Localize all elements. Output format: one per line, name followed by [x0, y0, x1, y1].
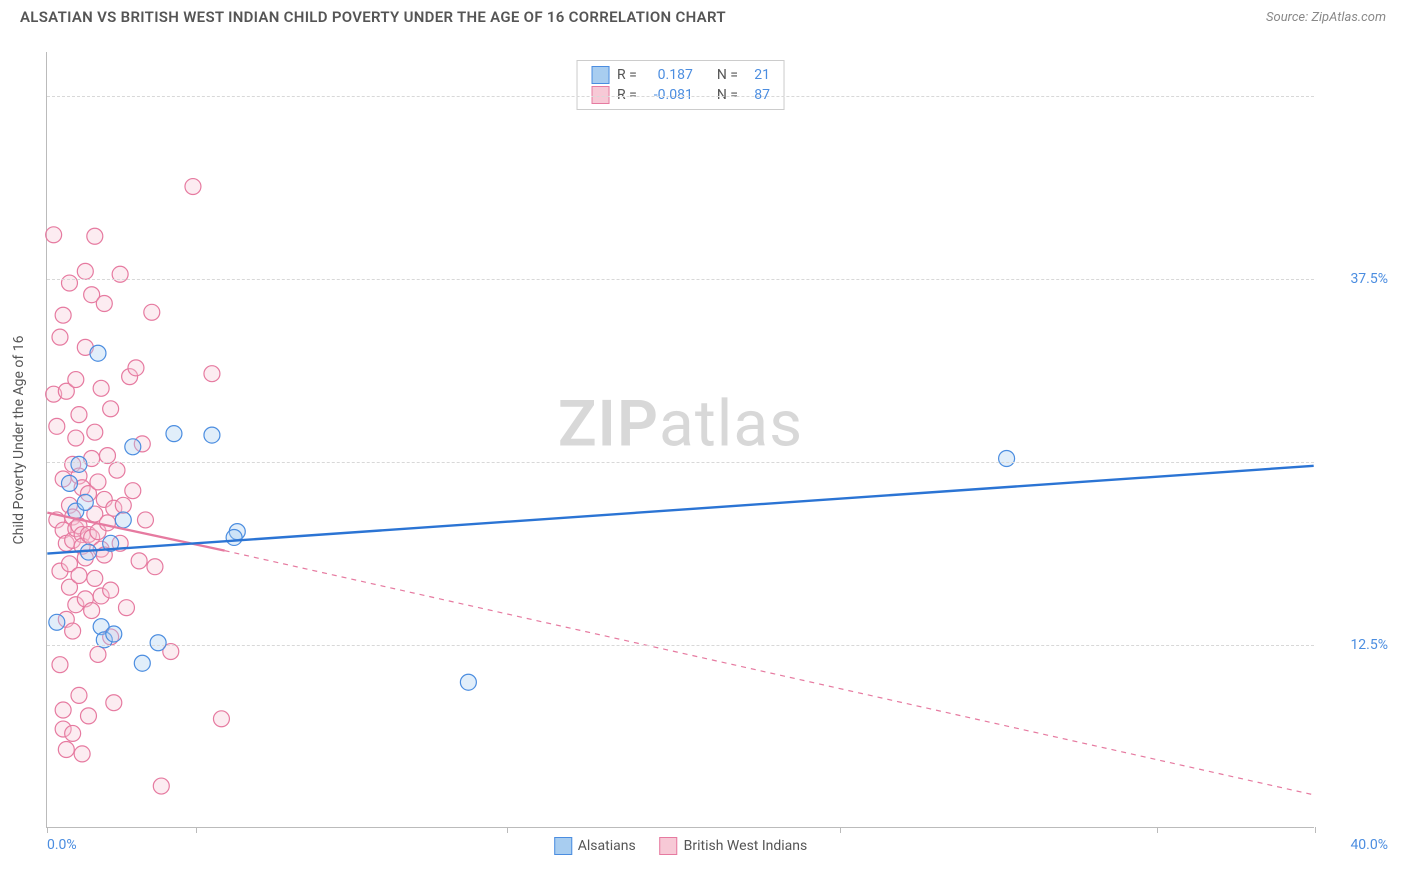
scatter-point [153, 778, 169, 794]
scatter-point [87, 570, 103, 586]
legend-item-bwi: British West Indians [660, 837, 808, 855]
series-legend: Alsatians British West Indians [554, 837, 808, 855]
scatter-point [71, 407, 87, 423]
chart-source: Source: ZipAtlas.com [1266, 10, 1386, 25]
x-tick [196, 827, 197, 833]
scatter-point [137, 512, 153, 528]
correlation-legend-row-alsatians: R = 0.187 N = 21 [577, 65, 784, 85]
gridline [47, 645, 1314, 646]
scatter-point [147, 559, 163, 575]
scatter-point [118, 600, 134, 616]
scatter-point [84, 603, 100, 619]
x-tick [507, 827, 508, 833]
swatch-alsatians-icon [591, 66, 609, 84]
scatter-point [65, 623, 81, 639]
swatch-alsatians-icon [554, 837, 572, 855]
y-tick-label: 37.5% [1324, 271, 1388, 287]
scatter-chart: Child Poverty Under the Age of 16 ZIPatl… [46, 52, 1314, 828]
scatter-point [90, 474, 106, 490]
scatter-point [460, 674, 476, 690]
scatter-point [61, 275, 77, 291]
x-tick [840, 827, 841, 833]
scatter-point [213, 711, 229, 727]
scatter-point [109, 462, 125, 478]
scatter-point [90, 345, 106, 361]
x-tick [1157, 827, 1158, 833]
gridline [47, 462, 1314, 463]
scatter-point [93, 380, 109, 396]
gridline [47, 96, 1314, 97]
regression-line [47, 466, 1313, 554]
scatter-point [71, 568, 87, 584]
scatter-point [166, 426, 182, 442]
scatter-point [71, 456, 87, 472]
x-tick [47, 827, 48, 833]
correlation-legend: R = 0.187 N = 21 R = -0.081 N = 87 [576, 60, 785, 110]
scatter-point [115, 512, 131, 528]
scatter-point [68, 430, 84, 446]
scatter-point [65, 725, 81, 741]
scatter-point [128, 360, 144, 376]
scatter-point [115, 497, 131, 513]
scatter-point [87, 424, 103, 440]
scatter-point [71, 687, 87, 703]
scatter-point [150, 635, 166, 651]
scatter-point [55, 702, 71, 718]
y-tick-label: 12.5% [1324, 637, 1388, 653]
scatter-point [96, 296, 112, 312]
scatter-point [58, 742, 74, 758]
scatter-point [125, 483, 141, 499]
x-tick-label: 0.0% [47, 837, 77, 853]
scatter-point [103, 582, 119, 598]
scatter-point [90, 646, 106, 662]
scatter-point [134, 655, 150, 671]
scatter-point [144, 304, 160, 320]
scatter-point [52, 329, 68, 345]
scatter-point [106, 695, 122, 711]
scatter-point [49, 614, 65, 630]
x-tick [1315, 827, 1316, 833]
scatter-point [87, 228, 103, 244]
scatter-point [77, 263, 93, 279]
scatter-point [131, 553, 147, 569]
scatter-point [999, 451, 1015, 467]
scatter-point [204, 366, 220, 382]
y-axis-title: Child Poverty Under the Age of 16 [11, 335, 27, 544]
legend-item-alsatians: Alsatians [554, 837, 636, 855]
scatter-point [185, 179, 201, 195]
scatter-point [106, 626, 122, 642]
scatter-point [103, 401, 119, 417]
scatter-point [226, 529, 242, 545]
scatter-point [68, 372, 84, 388]
scatter-point [99, 515, 115, 531]
x-tick-label: 40.0% [1350, 837, 1388, 853]
scatter-point [204, 427, 220, 443]
scatter-point [80, 708, 96, 724]
scatter-point [77, 494, 93, 510]
chart-header: ALSATIAN VS BRITISH WEST INDIAN CHILD PO… [0, 0, 1406, 30]
swatch-bwi-icon [660, 837, 678, 855]
scatter-point [61, 475, 77, 491]
scatter-point [52, 657, 68, 673]
scatter-point [74, 746, 90, 762]
scatter-point [49, 418, 65, 434]
scatter-point [46, 227, 62, 243]
gridline [47, 279, 1314, 280]
plot-svg [47, 52, 1314, 827]
scatter-point [55, 307, 71, 323]
chart-title: ALSATIAN VS BRITISH WEST INDIAN CHILD PO… [20, 8, 726, 26]
regression-line [225, 551, 1314, 795]
scatter-point [125, 439, 141, 455]
